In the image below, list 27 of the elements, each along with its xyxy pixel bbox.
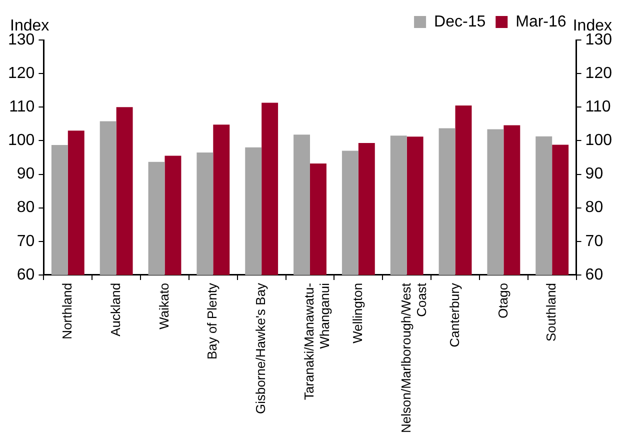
y2-tick-label: 120 bbox=[585, 64, 612, 82]
legend-label: Dec-15 bbox=[434, 13, 486, 30]
legend-label: Mar-16 bbox=[516, 13, 566, 30]
y2-tick-label: 110 bbox=[585, 98, 611, 116]
x-tick-label: Waikato bbox=[156, 282, 172, 330]
x-tick-label: Canterbury bbox=[446, 282, 462, 348]
y-tick-label: 120 bbox=[8, 64, 35, 82]
y2-tick-label: 100 bbox=[585, 132, 612, 150]
x-tick-label: Northland bbox=[59, 282, 74, 340]
x-tick-label: Auckland bbox=[108, 282, 123, 336]
y2-tick-label: 60 bbox=[585, 266, 604, 284]
y-tick-label: 90 bbox=[16, 166, 35, 183]
x-tick-label: Nelson/Marlborough/West Coast bbox=[398, 282, 430, 434]
x-tick-label: Gisborne/Hawke's Bay bbox=[253, 282, 268, 414]
y-tick-label: 100 bbox=[8, 132, 35, 150]
x-tick-label: Wellington bbox=[350, 282, 365, 344]
x-tick-label: Bay of Plenty bbox=[204, 282, 220, 360]
x-tick-label: Taranaki/Manawatu-Whanganui bbox=[302, 282, 332, 400]
y-tick-label: 110 bbox=[9, 98, 35, 116]
y-tick-label: 80 bbox=[16, 199, 35, 216]
y2-tick-label: 80 bbox=[585, 199, 604, 216]
y2-tick-label: 90 bbox=[585, 166, 604, 183]
y2-tick-label: 70 bbox=[585, 232, 604, 250]
y-tick-label: 70 bbox=[16, 232, 35, 250]
y-tick-label: 60 bbox=[16, 266, 35, 284]
x-tick-label: Southland bbox=[544, 282, 559, 342]
x-tick-label: Otago bbox=[495, 282, 510, 318]
